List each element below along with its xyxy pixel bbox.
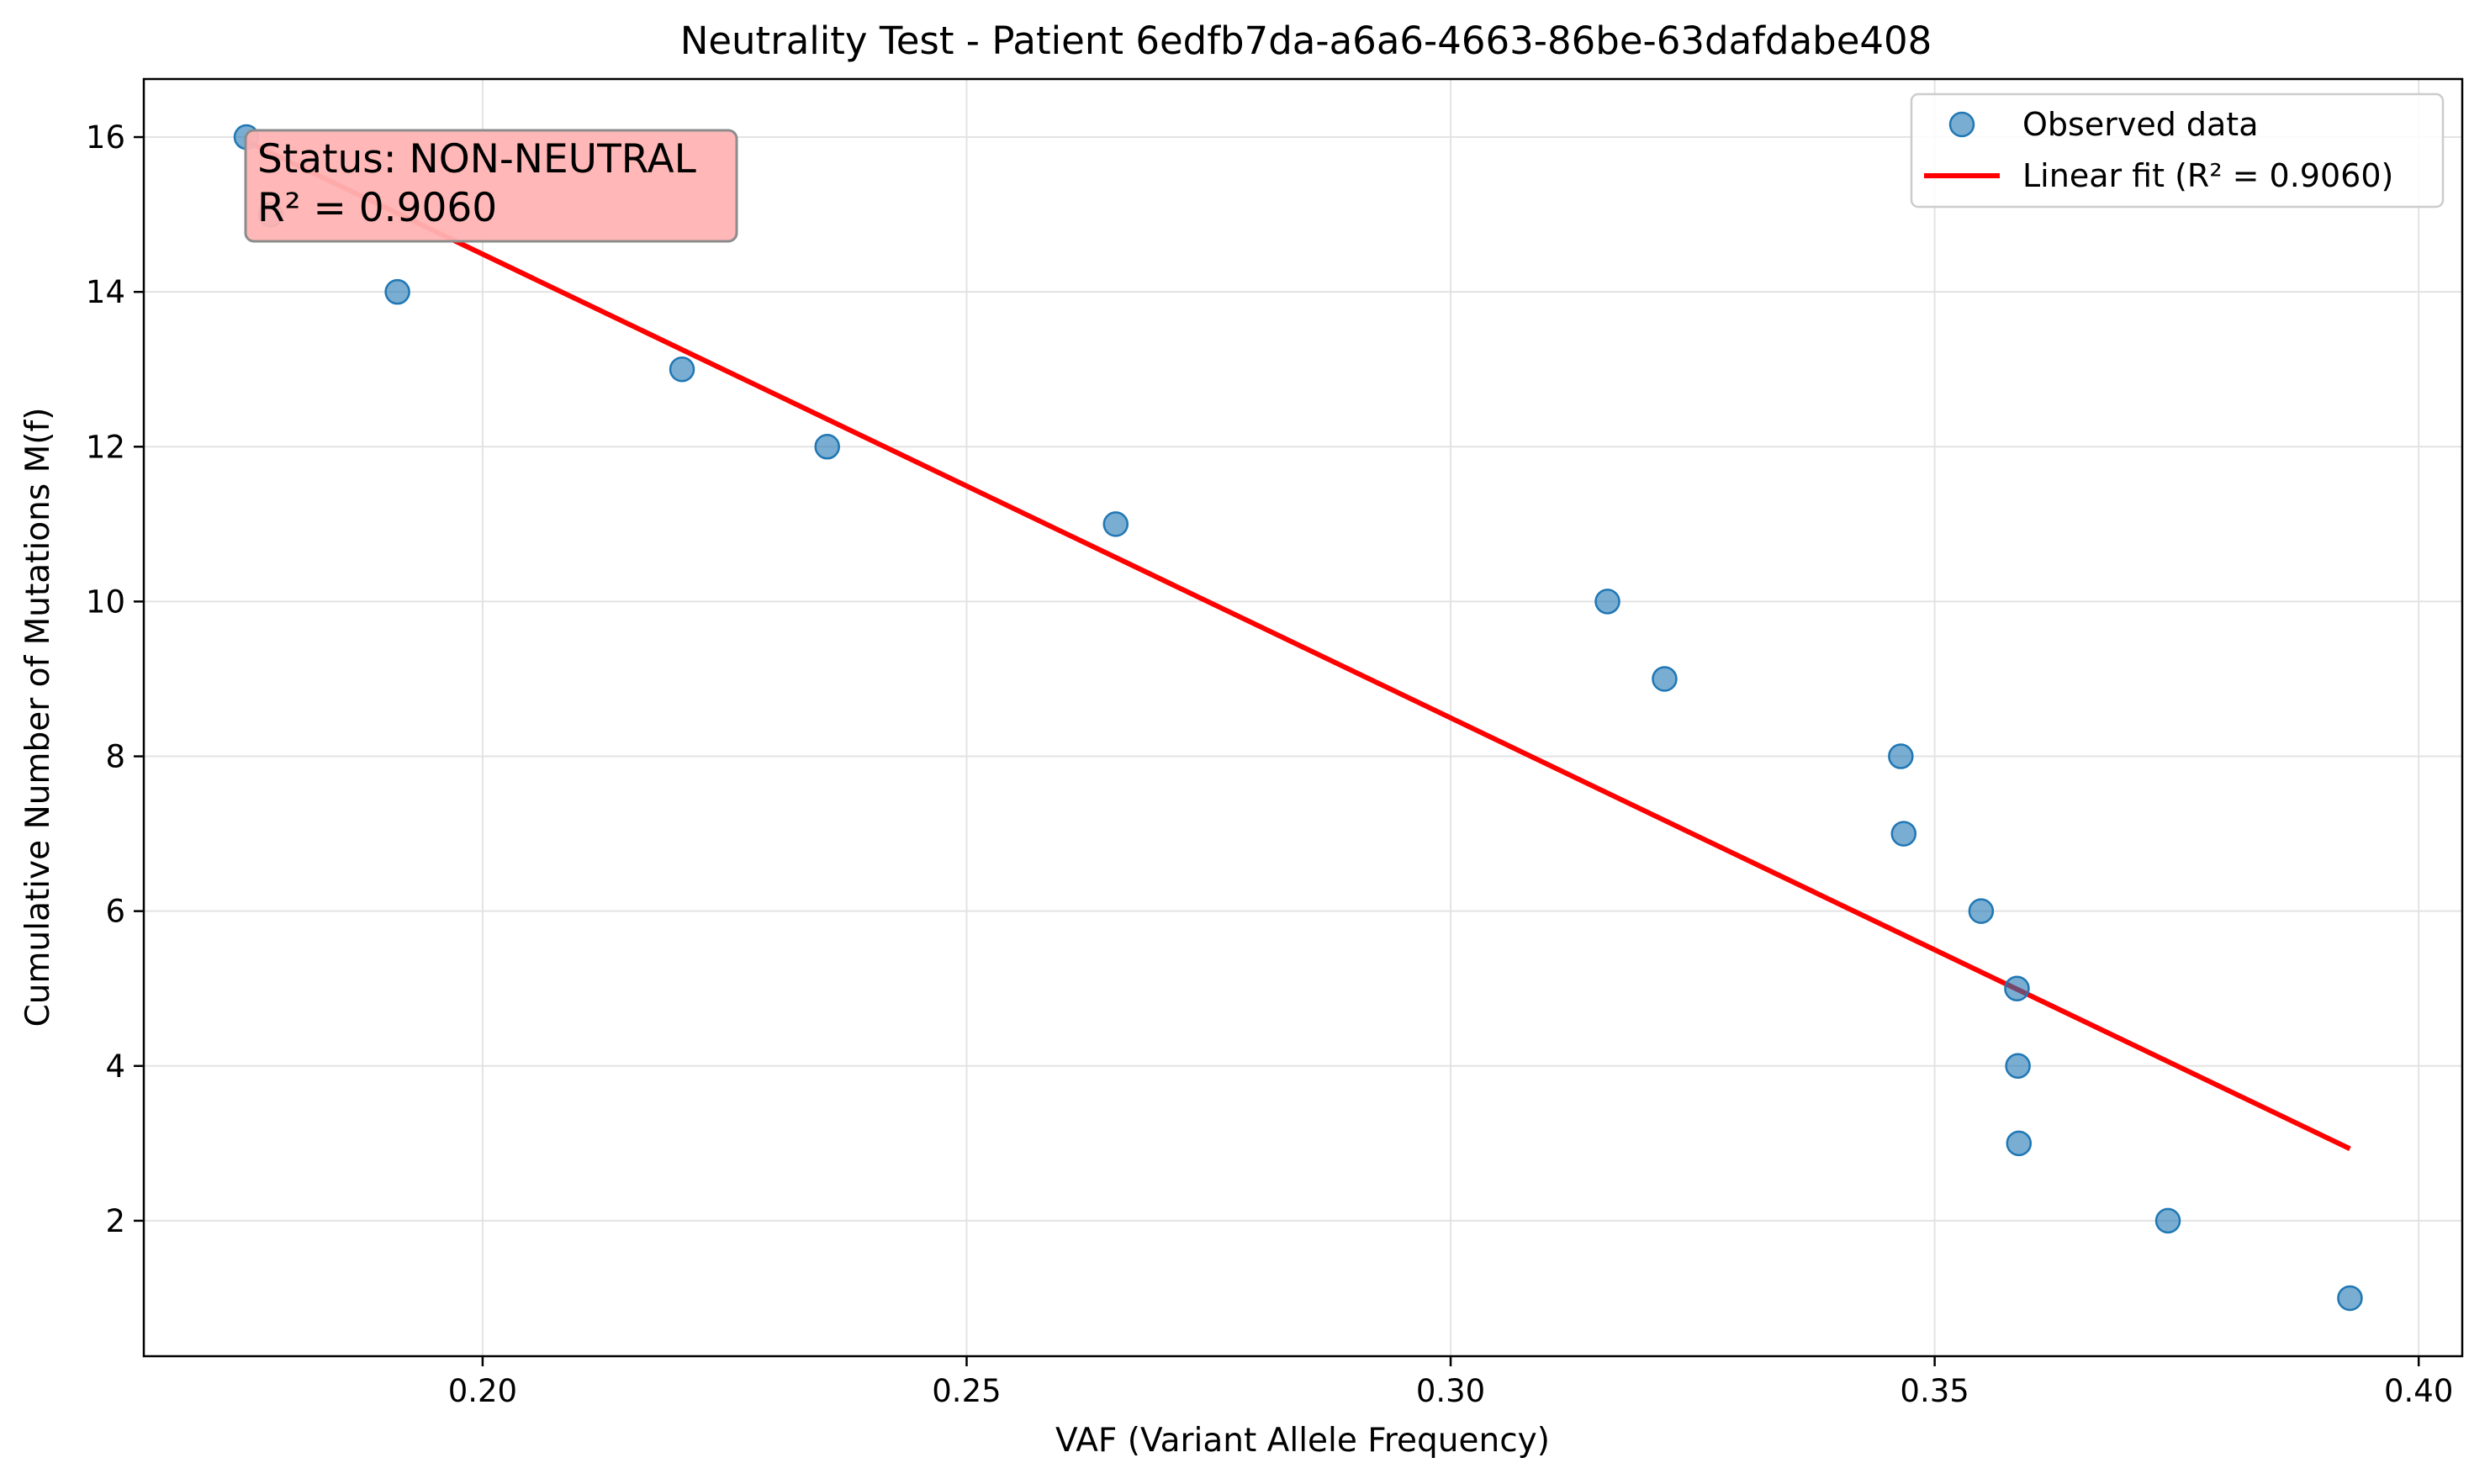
x-tick-label: 0.30 [1416,1373,1485,1409]
data-point [814,434,840,460]
y-tick-label: 14 [86,274,125,310]
legend-marker-observed [1948,111,1975,138]
status-annotation: Status: NON-NEUTRAL R² = 0.9060 [244,129,738,243]
data-point [384,278,410,305]
plot-frame [142,77,2464,1358]
data-point [1968,898,1995,924]
legend-label-observed: Observed data [2022,106,2259,143]
data-point [1594,589,1620,615]
status-text: Status: NON-NEUTRAL [257,136,696,182]
data-point [2154,1207,2181,1234]
x-axis: 0.20 0.25 0.30 0.35 0.40 [448,1356,2453,1409]
data-point [2004,975,2030,1001]
y-tick-label: 12 [86,429,125,465]
data-point [1888,743,1914,769]
y-tick-label: 16 [86,119,125,156]
x-tick-label: 0.40 [2384,1373,2453,1409]
data-point [669,356,695,383]
x-tick-label: 0.35 [1900,1373,1969,1409]
chart-title: Neutrality Test - Patient 6edfb7da-a6a6-… [680,18,1932,63]
r-squared-text: R² = 0.9060 [257,185,497,231]
data-point [1652,666,1678,692]
legend: Observed data Linear fit (R² = 0.9060) [1910,92,2445,209]
y-axis-title: Cumulative Number of Mutations M(f) [19,408,57,1027]
y-tick-label: 10 [86,584,125,620]
data-point [2337,1285,2363,1312]
y-tick-label: 8 [105,739,125,775]
legend-frame [1910,92,2445,209]
fit-line [245,138,2351,1151]
status-annotation-box [244,129,738,243]
y-tick-label: 4 [105,1048,125,1085]
y-axis: 2 4 6 8 10 12 14 16 [86,119,144,1239]
legend-label-fit: Linear fit (R² = 0.9060) [2022,157,2393,194]
y-tick-label: 2 [105,1203,125,1239]
x-tick-label: 0.20 [448,1373,517,1409]
y-tick-label: 6 [105,894,125,930]
data-point [1102,511,1129,537]
x-tick-label: 0.25 [932,1373,1001,1409]
data-point [1890,821,1917,847]
data-point [2006,1130,2033,1157]
x-axis-title: VAF (Variant Allele Frequency) [1055,1422,1550,1460]
fit-layer [245,138,2351,1151]
data-point [2005,1053,2031,1080]
